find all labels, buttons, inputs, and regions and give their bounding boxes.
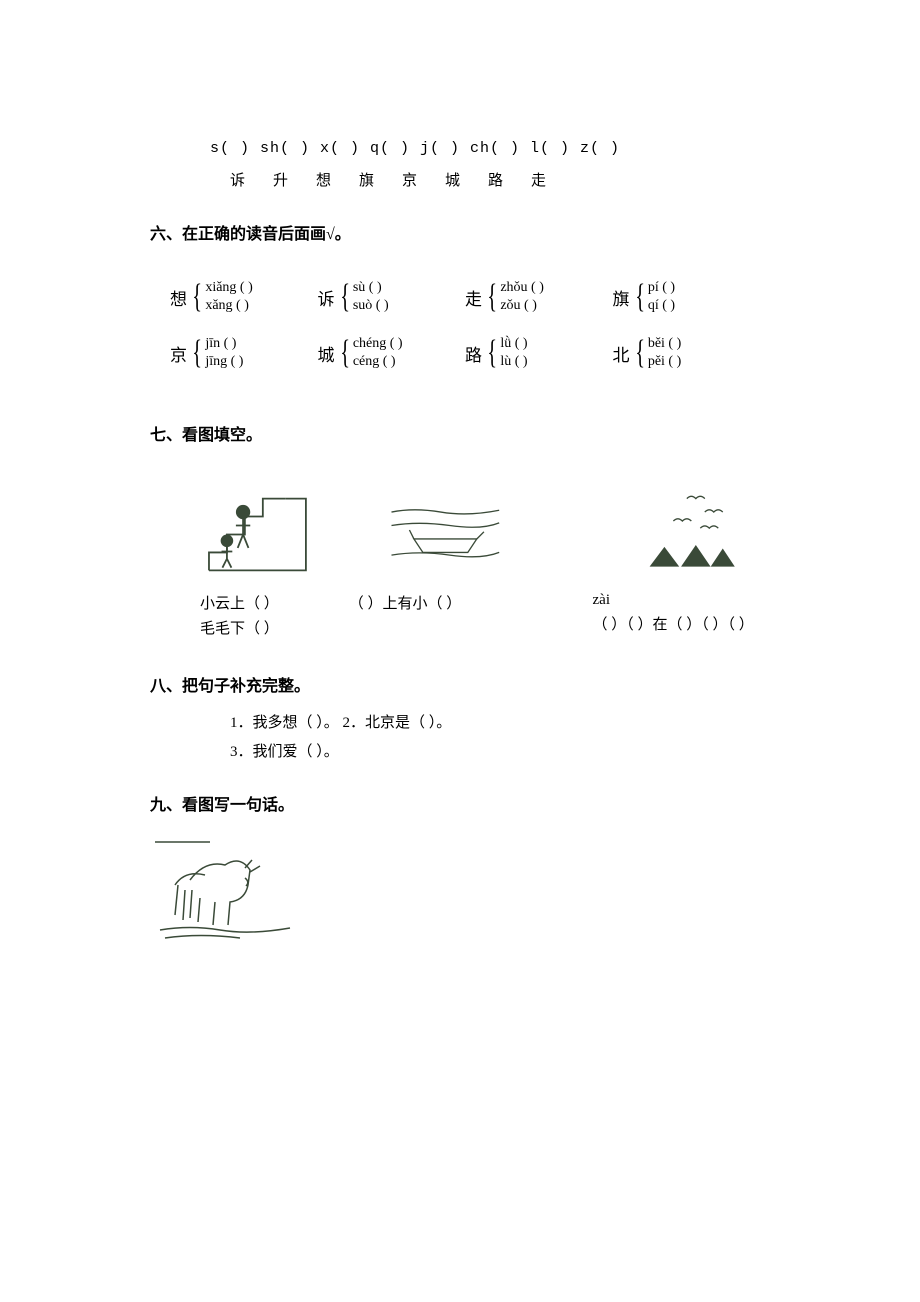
- brace-icon: {: [340, 280, 350, 314]
- ex5-initials: s( ) sh( ) x( ) q( ) j( ) ch( ) l( ) z( …: [150, 140, 770, 157]
- ex6-item: 想{xiǎng ( )xǎng ( ): [170, 279, 318, 315]
- section7-block: 小云上（ ） 毛毛下（ ） （ ）上有小（ ） zài （ ）（ ）在（ ）（ …: [150, 460, 770, 642]
- brace-icon: {: [487, 336, 497, 370]
- ex6-item: 走{zhǒu ( )zǒu ( ): [465, 279, 613, 315]
- ex6-option-b: céng ( ): [353, 353, 403, 371]
- brace-icon: {: [635, 336, 645, 370]
- ex6-option-b: zǒu ( ): [500, 297, 544, 315]
- ex6-item: 旗{pí ( )qí ( ): [613, 279, 761, 315]
- ex6-option-b: pěi ( ): [648, 353, 681, 371]
- ex6-char: 京: [170, 341, 187, 366]
- ex6-option-a: běi ( ): [648, 335, 681, 353]
- section6-title: 六、在正确的读音后面画√。: [150, 220, 770, 244]
- ex7-col3: zài （ ）（ ）在（ ）（ ）（ ）: [533, 588, 750, 642]
- ex7-c3-pinyin: zài: [593, 592, 750, 609]
- ex6-options: běi ( )pěi ( ): [648, 335, 681, 371]
- brace-icon: {: [340, 336, 350, 370]
- brace-icon: {: [487, 280, 497, 314]
- ex6-item: 诉{sù ( )suò ( ): [318, 279, 466, 315]
- ex6-option-b: qí ( ): [648, 297, 675, 315]
- ex6-option-b: lù ( ): [500, 353, 527, 371]
- ex6-item: 北{běi ( )pěi ( ): [613, 335, 761, 371]
- ex7-col1: 小云上（ ） 毛毛下（ ）: [200, 588, 349, 642]
- ex6-option-b: suò ( ): [353, 297, 389, 315]
- ex6-options: xiǎng ( )xǎng ( ): [205, 279, 252, 315]
- ex6-option-a: sù ( ): [353, 279, 389, 297]
- ex8-l1: 1．我多想（ ）。 2．北京是（ ）。: [230, 711, 770, 732]
- ex6-char: 城: [318, 341, 335, 366]
- ex7-c3-l2: （ ）（ ）在（ ）（ ）（ ）: [593, 613, 750, 634]
- ex6-options: sù ( )suò ( ): [353, 279, 389, 315]
- ex6-char: 诉: [318, 285, 335, 310]
- ex6-options: pí ( )qí ( ): [648, 279, 675, 315]
- ex6-char: 想: [170, 285, 187, 310]
- ex6-option-a: jīn ( ): [205, 335, 243, 353]
- ex6-item: 路{lǜ ( )lù ( ): [465, 335, 613, 371]
- ex6-options: zhǒu ( )zǒu ( ): [500, 279, 544, 315]
- ex5-chars: 诉升想旗京城路走: [150, 169, 770, 190]
- section8-block: 1．我多想（ ）。 2．北京是（ ）。 3．我们爱（ ）。: [150, 711, 770, 761]
- boat-water-drawing: [387, 480, 504, 580]
- goats-drawing: [150, 830, 300, 950]
- section8-title: 八、把句子补充完整。: [150, 672, 770, 696]
- ex6-char: 旗: [613, 285, 630, 310]
- ex6-option-a: chéng ( ): [353, 335, 403, 353]
- ex6-option-a: xiǎng ( ): [205, 279, 252, 297]
- ex6-char: 走: [465, 285, 482, 310]
- birds-mountains-drawing: [633, 480, 750, 580]
- section9-title: 九、看图写一句话。: [150, 791, 770, 815]
- ex6-options: chéng ( )céng ( ): [353, 335, 403, 371]
- ex6-item: 城{chéng ( )céng ( ): [318, 335, 466, 371]
- ex6-option-b: jīng ( ): [205, 353, 243, 371]
- ex6-options: jīn ( )jīng ( ): [205, 335, 243, 371]
- ex6-item: 京{jīn ( )jīng ( ): [170, 335, 318, 371]
- ex8-l2: 3．我们爱（ ）。: [230, 740, 770, 761]
- ex6-option-a: pí ( ): [648, 279, 675, 297]
- ex6-option-b: xǎng ( ): [205, 297, 252, 315]
- brace-icon: {: [192, 336, 202, 370]
- ex7-c1-l1: 小云上（ ）: [200, 592, 349, 613]
- brace-icon: {: [635, 280, 645, 314]
- ex5-pinyin-row: s( ) sh( ) x( ) q( ) j( ) ch( ) l( ) z( …: [150, 140, 770, 190]
- ex6-option-a: lǜ ( ): [500, 335, 527, 353]
- ex7-c2-l1: （ ）上有小（ ）: [349, 592, 533, 613]
- ex6-option-a: zhǒu ( ): [500, 279, 544, 297]
- brace-icon: {: [192, 280, 202, 314]
- section6-block: 想{xiǎng ( )xǎng ( )诉{sù ( )suò ( )走{zhǒu…: [150, 259, 770, 391]
- section7-title: 七、看图填空。: [150, 421, 770, 445]
- stairs-children-drawing: [200, 480, 317, 580]
- ex6-char: 路: [465, 341, 482, 366]
- ex6-char: 北: [613, 341, 630, 366]
- ex7-col2: （ ）上有小（ ）: [349, 588, 533, 642]
- ex7-c1-l2: 毛毛下（ ）: [200, 617, 349, 638]
- ex6-options: lǜ ( )lù ( ): [500, 335, 527, 371]
